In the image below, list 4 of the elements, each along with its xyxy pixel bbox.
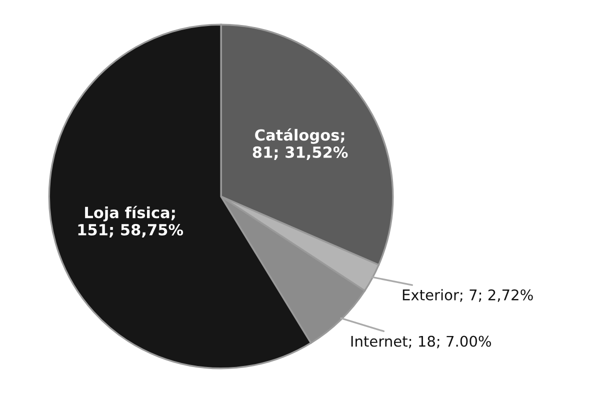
slice-label: Internet; 18; 7.00%	[351, 336, 492, 348]
slice-label: Exterior; 7; 2,72%	[402, 289, 533, 302]
slice-label: Loja física; 151; 58,75%	[78, 206, 184, 238]
slice-label: Catálogos; 81; 31,52%	[252, 128, 348, 160]
